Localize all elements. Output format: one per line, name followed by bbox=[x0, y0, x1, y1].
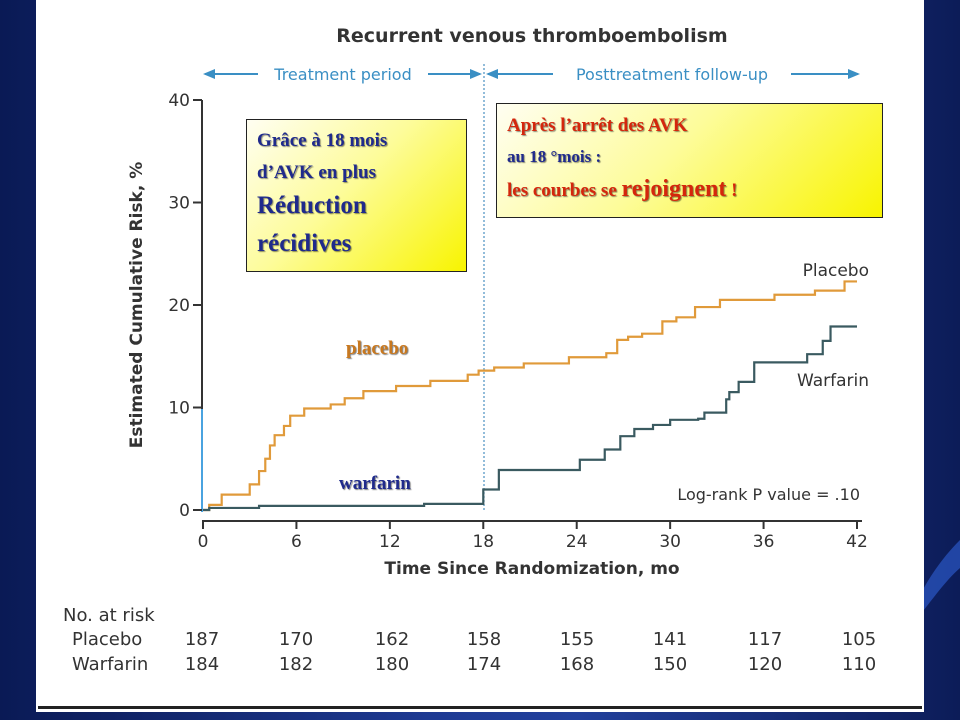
y-tick-label: 10 bbox=[168, 399, 190, 419]
at-risk-value: 117 bbox=[748, 629, 782, 650]
panel-bottom-rule bbox=[38, 706, 922, 709]
y-tick-label: 0 bbox=[179, 501, 190, 521]
x-tick-label: 30 bbox=[659, 532, 681, 552]
annotation-box-left: Grâce à 18 mois d’AVK en plus Réduction … bbox=[246, 119, 467, 272]
x-axis-label: Time Since Randomization, mo bbox=[384, 559, 679, 579]
annotation-box-right: Après l’arrêt des AVK au 18 °mois : les … bbox=[496, 103, 883, 218]
x-tick-label: 12 bbox=[379, 532, 401, 552]
left-box-line-3: Réduction bbox=[257, 192, 367, 219]
at-risk-header: No. at risk bbox=[63, 605, 155, 626]
x-tick-label: 0 bbox=[198, 532, 209, 552]
background-swoosh bbox=[920, 540, 960, 615]
x-ticks: 0 6 12 18 24 30 36 42 bbox=[198, 521, 868, 552]
at-risk-value: 182 bbox=[279, 654, 313, 675]
y-tick-label: 40 bbox=[168, 91, 190, 111]
treatment-arrow-right-head bbox=[470, 69, 482, 79]
at-risk-value: 184 bbox=[185, 654, 219, 675]
left-box-line-2: d’AVK en plus bbox=[257, 162, 376, 183]
y-ticks: 0 10 20 30 40 bbox=[168, 91, 202, 521]
at-risk-value: 110 bbox=[842, 654, 876, 675]
at-risk-value: 141 bbox=[653, 629, 687, 650]
at-risk-value: 155 bbox=[560, 629, 594, 650]
treatment-period-label: Treatment period bbox=[273, 65, 411, 84]
left-box-line-4: récidives bbox=[257, 230, 352, 257]
x-tick-label: 36 bbox=[753, 532, 775, 552]
warfarin-curve-tag: warfarin bbox=[339, 473, 411, 494]
warfarin-curve bbox=[203, 325, 857, 512]
at-risk-value: 120 bbox=[748, 654, 782, 675]
at-risk-value: 158 bbox=[467, 629, 501, 650]
log-rank-annotation: Log-rank P value = .10 bbox=[677, 485, 860, 504]
right-box-line-3: les courbes se rejoignent ! bbox=[507, 176, 737, 203]
at-risk-value: 174 bbox=[467, 654, 501, 675]
treatment-label-bg bbox=[258, 62, 428, 86]
followup-label-bg bbox=[553, 62, 791, 86]
right-box-line-3-emphasis: rejoignent bbox=[621, 176, 727, 202]
at-risk-value: 180 bbox=[375, 654, 409, 675]
at-risk-value: 105 bbox=[842, 629, 876, 650]
right-box-line-3-prefix: les courbes se bbox=[507, 180, 622, 201]
x-tick-label: 24 bbox=[566, 532, 588, 552]
placebo-curve bbox=[203, 280, 857, 512]
warfarin-series-label: Warfarin bbox=[797, 371, 869, 391]
treatment-arrow-left-head bbox=[203, 69, 215, 79]
chart-title: Recurrent venous thromboembolism bbox=[336, 25, 727, 47]
at-risk-value: 187 bbox=[185, 629, 219, 650]
placebo-curve-tag: placebo bbox=[346, 338, 409, 359]
placebo-series-label: Placebo bbox=[803, 261, 869, 281]
at-risk-placebo-label: Placebo bbox=[72, 629, 142, 650]
at-risk-value: 162 bbox=[375, 629, 409, 650]
y-tick-label: 30 bbox=[168, 194, 190, 214]
x-tick-label: 18 bbox=[472, 532, 494, 552]
at-risk-values: 187 170 162 158 155 141 117 105 184 182 180 174 168 1… bbox=[185, 629, 876, 675]
y-tick-label: 20 bbox=[168, 296, 190, 316]
left-box-line-1: Grâce à 18 mois bbox=[257, 130, 388, 151]
followup-period-label: Posttreatment follow-up bbox=[576, 65, 768, 84]
right-box-line-1: Après l’arrêt des AVK bbox=[507, 115, 688, 136]
x-tick-label: 6 bbox=[291, 532, 302, 552]
at-risk-value: 150 bbox=[653, 654, 687, 675]
y-axis-label: Estimated Cumulative Risk, % bbox=[127, 162, 147, 449]
x-tick-label: 42 bbox=[846, 532, 868, 552]
right-box-line-3-suffix: ! bbox=[726, 180, 738, 201]
at-risk-value: 168 bbox=[560, 654, 594, 675]
at-risk-warfarin-label: Warfarin bbox=[72, 654, 148, 675]
followup-arrow-right-head bbox=[848, 69, 860, 79]
right-box-line-2: au 18 °mois : bbox=[507, 147, 602, 166]
at-risk-value: 170 bbox=[279, 629, 313, 650]
followup-arrow-left-head bbox=[486, 69, 498, 79]
